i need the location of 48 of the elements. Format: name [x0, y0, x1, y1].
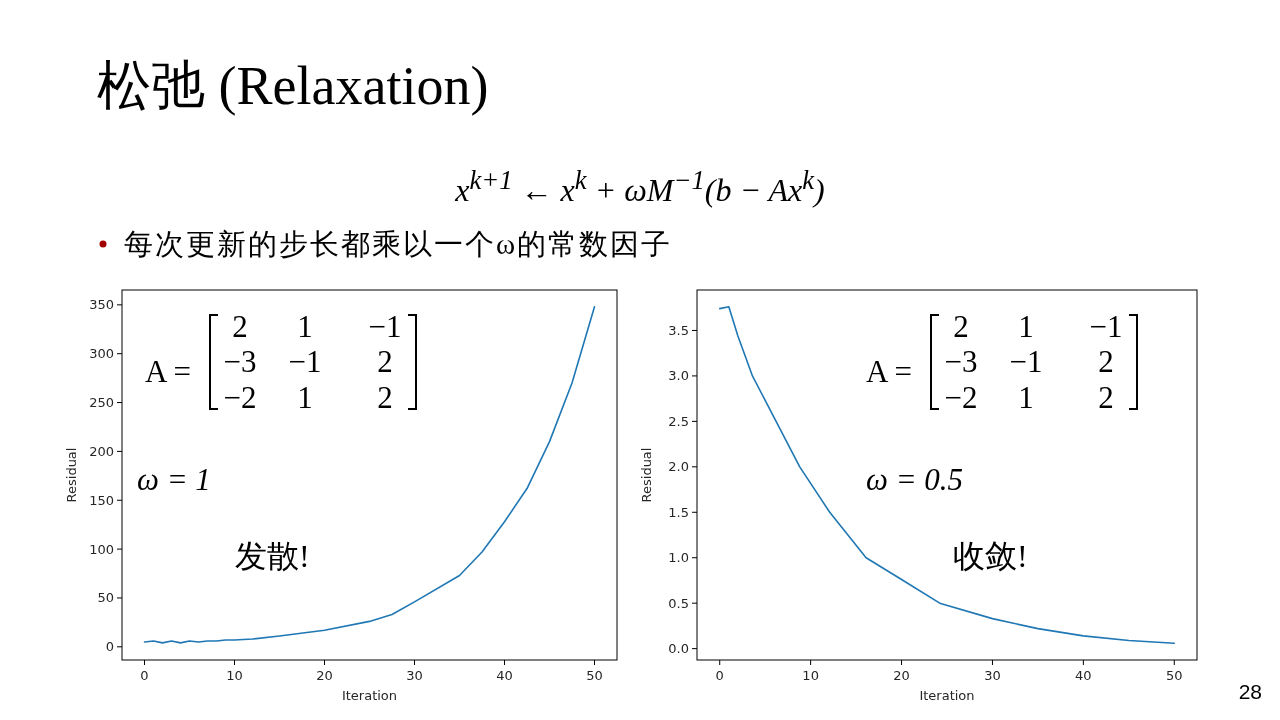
y-tick-label: 0: [105, 639, 114, 655]
y-axis-title: Residual: [64, 447, 79, 503]
y-tick-label: 3.0: [668, 368, 689, 384]
annotation: A =: [866, 354, 912, 389]
x-tick-label: 40: [496, 668, 513, 683]
y-tick-label: 200: [89, 443, 114, 459]
annotation: 28: [1238, 680, 1262, 704]
text: −2 1 2: [944, 380, 1114, 415]
y-tick-label: 250: [89, 395, 114, 411]
y-tick-label: 1.0: [668, 550, 689, 566]
annotation: ω = 0.5: [866, 462, 964, 497]
x-tick-label: 20: [316, 668, 333, 683]
annotation: 收敛!: [953, 538, 1028, 574]
y-tick-label: 350: [89, 297, 114, 313]
y-tick-label: 0.5: [668, 595, 689, 611]
text: −2 1 2: [223, 380, 393, 415]
x-tick-label: 0: [140, 668, 149, 683]
annotation: 发散!: [235, 538, 310, 574]
y-tick-label: 3.5: [668, 322, 689, 338]
x-tick-label: 50: [586, 668, 603, 683]
y-tick-label: 0.0: [668, 641, 689, 657]
y-tick-label: 2.5: [668, 413, 689, 429]
subtitle: x$^{k+1}$ ← x$^{k}$ + ωM$^{−1}$(b − Ax$^{k}$): [454, 165, 826, 209]
y-axis-title: Residual: [639, 447, 654, 503]
title: 松弛 (Relaxation): [97, 55, 489, 118]
y-tick-label: 2.0: [668, 459, 689, 475]
annotation: 每次更新的步长都乘以一个ω的常数因子: [124, 227, 673, 262]
text: −3 −1 2: [944, 344, 1114, 379]
y-tick-label: 150: [89, 492, 114, 508]
y-tick-label: 1.5: [668, 504, 689, 520]
x-tick-label: 20: [893, 668, 910, 683]
annotation: A =: [145, 354, 191, 389]
x-tick-label: 30: [406, 668, 423, 683]
x-tick-label: 40: [1075, 668, 1092, 683]
y-tick-label: 100: [89, 541, 114, 557]
y-tick-label: 50: [97, 590, 114, 606]
x-axis-title: Iteration: [341, 688, 398, 703]
x-tick-label: 0: [715, 668, 724, 683]
text: 2 1 −1: [953, 309, 1123, 344]
annotation: ω = 1: [137, 462, 211, 497]
x-tick-label: 30: [984, 668, 1001, 683]
y-tick-label: 300: [89, 346, 114, 362]
x-axis-title: Iteration: [919, 688, 975, 703]
text: −3 −1 2: [223, 344, 393, 379]
text: 2 1 −1: [232, 309, 402, 344]
x-tick-label: 10: [226, 668, 243, 683]
x-tick-label: 50: [1166, 668, 1183, 683]
x-tick-label: 10: [802, 668, 819, 683]
